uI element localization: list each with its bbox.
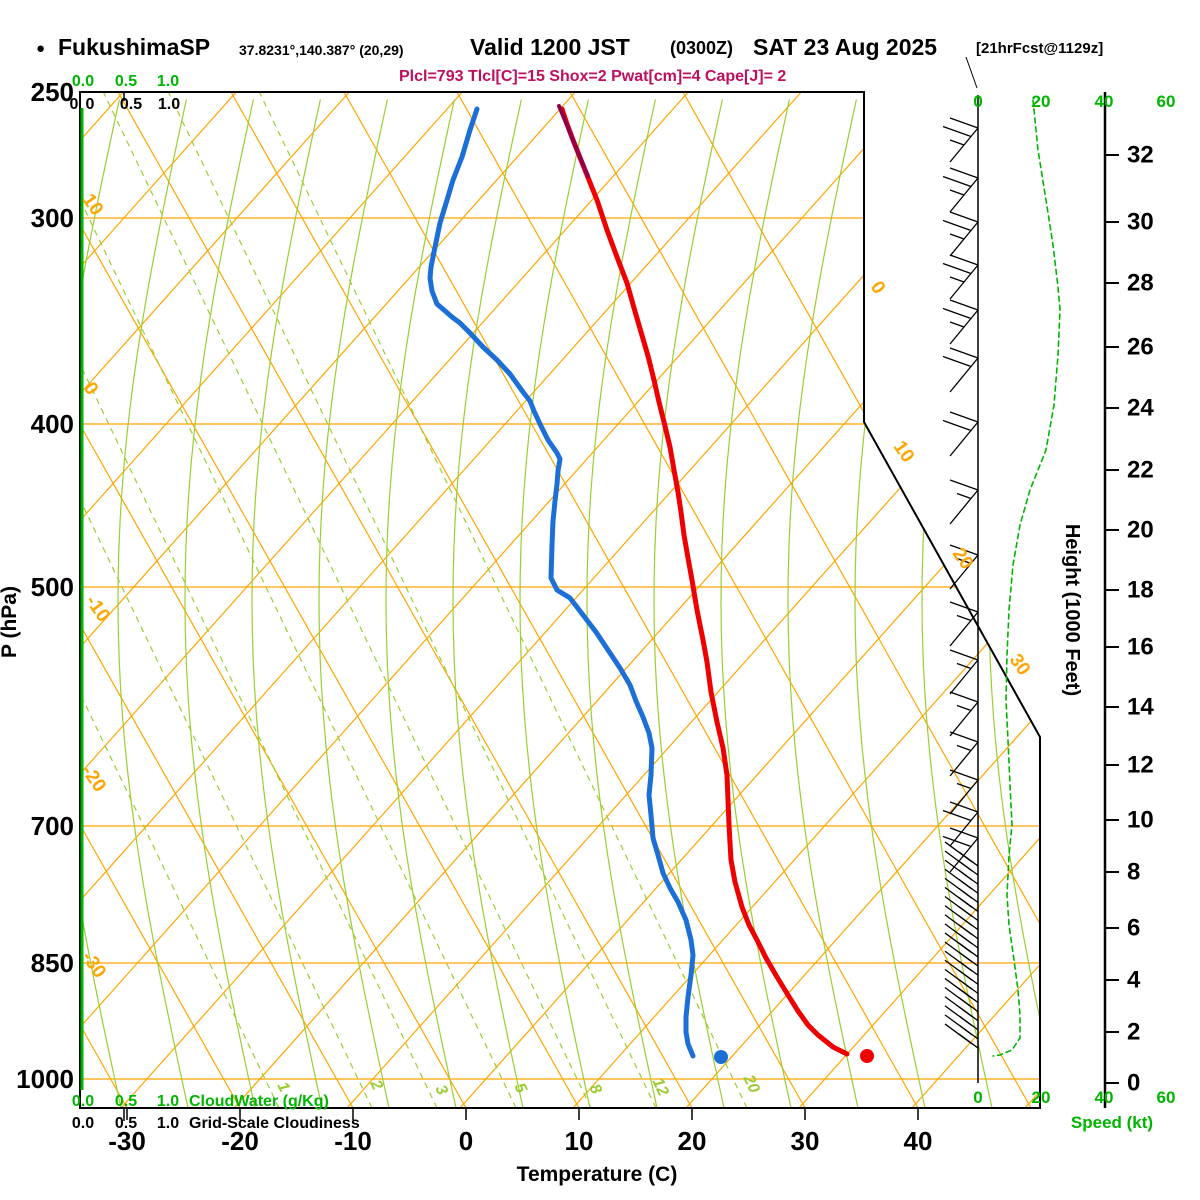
svg-text:6: 6: [1127, 915, 1140, 942]
svg-text:20: 20: [678, 1126, 707, 1156]
svg-text:0: 0: [973, 1088, 982, 1107]
svg-text:32: 32: [1127, 142, 1154, 169]
valid-z-label: (0300Z): [670, 38, 734, 58]
svg-text:30: 30: [1005, 650, 1034, 679]
cloud-scales: 0.0 0.0 0.0 0.5 0.5 0.5 1.0 1.0 1.0 0 0 0.5 1.0 Cloud…: [70, 73, 360, 1132]
svg-text:10: 10: [565, 1126, 594, 1156]
forecast-tag: [21hrFcst@1129z]: [976, 40, 1104, 57]
svg-text:0.5: 0.5: [115, 1093, 137, 1110]
svg-text:CloudWater (g/Kg): CloudWater (g/Kg): [189, 1093, 329, 1110]
mixing-ratio-lines: [80, 92, 748, 1108]
svg-text:26: 26: [1127, 334, 1154, 361]
svg-text:0.0: 0.0: [72, 1115, 94, 1132]
svg-text:4: 4: [1127, 967, 1141, 994]
svg-text:24: 24: [1127, 395, 1154, 422]
svg-text:0: 0: [70, 96, 79, 113]
svg-text:40: 40: [1095, 1088, 1114, 1107]
svg-text:0.5: 0.5: [115, 1115, 137, 1132]
plot-border: [79, 91, 1041, 1109]
svg-text:700: 700: [31, 811, 74, 841]
temperature-axis: -30 -20 -10 0 10 20 30 40 Temperature (C): [108, 1108, 932, 1186]
stability-params: Plcl=793 Tlcl[C]=15 Shox=2 Pwat[cm]=4 Ca…: [399, 68, 787, 85]
pressure-axis: 250 300 400 500 700 850 1000 P (hPa): [0, 77, 74, 1094]
dewpoint-curve: [427, 106, 696, 1059]
svg-text:850: 850: [31, 948, 74, 978]
wind-speed-profile-curve: [992, 99, 1061, 1057]
svg-text:10: 10: [1127, 807, 1154, 834]
svg-text:20: 20: [948, 544, 977, 573]
moist-adiabat-lines: [80, 99, 1040, 1108]
svg-text:18: 18: [1127, 577, 1154, 604]
svg-text:30: 30: [1127, 209, 1154, 236]
valid-date-label: SAT 23 Aug 2025: [753, 34, 938, 60]
svg-text:-20: -20: [221, 1126, 259, 1156]
surface-temp-dot: [860, 1049, 874, 1063]
svg-text:-10: -10: [334, 1126, 372, 1156]
svg-text:8: 8: [585, 1081, 604, 1096]
svg-text:Height (1000 Feet): Height (1000 Feet): [1061, 524, 1083, 696]
svg-text:0: 0: [1127, 1070, 1140, 1097]
svg-text:16: 16: [1127, 634, 1154, 661]
svg-text:P (hPa): P (hPa): [0, 586, 21, 658]
svg-text:1.0: 1.0: [157, 1093, 179, 1110]
svg-text:22: 22: [1127, 457, 1154, 484]
station-coords: 37.8231°,140.387° (20,29): [239, 42, 404, 58]
svg-text:0: 0: [973, 92, 982, 111]
svg-text:0: 0: [459, 1126, 473, 1156]
svg-text:60: 60: [1157, 1088, 1176, 1107]
grid-lines: [80, 92, 1040, 1108]
svg-text:300: 300: [31, 203, 74, 233]
svg-text:0.0: 0.0: [72, 73, 94, 90]
svg-text:-30: -30: [108, 1126, 146, 1156]
parcel-curve: [557, 104, 590, 178]
svg-text:0.5: 0.5: [120, 96, 142, 113]
svg-text:28: 28: [1127, 270, 1154, 297]
svg-text:8: 8: [1127, 859, 1140, 886]
surface-dew-dot: [714, 1050, 728, 1064]
isotherm-lines: [80, 92, 1040, 1108]
svg-text:-10: -10: [81, 592, 114, 627]
svg-text:20: 20: [1032, 1088, 1051, 1107]
svg-text:Speed (kt): Speed (kt): [1071, 1113, 1153, 1132]
svg-text:40: 40: [1095, 92, 1114, 111]
svg-text:0: 0: [86, 96, 95, 113]
mixing-ratio-labels: 1 2 3 5 8 12 20: [273, 1072, 762, 1099]
svg-text:1.0: 1.0: [157, 73, 179, 90]
svg-text:0.0: 0.0: [72, 1093, 94, 1110]
svg-text:250: 250: [31, 77, 74, 107]
svg-text:30: 30: [791, 1126, 820, 1156]
svg-text:2: 2: [1127, 1019, 1140, 1046]
station-name: FukushimaSP: [58, 34, 211, 60]
wind-barbs: [942, 56, 979, 1083]
svg-text:3: 3: [431, 1082, 450, 1097]
svg-text:20: 20: [1127, 517, 1154, 544]
svg-text:1.0: 1.0: [157, 1115, 179, 1132]
svg-text:0.5: 0.5: [115, 73, 137, 90]
svg-text:14: 14: [1127, 694, 1154, 721]
isobar-lines: [80, 217, 1040, 1080]
svg-text:60: 60: [1157, 92, 1176, 111]
svg-text:10: 10: [889, 437, 918, 466]
valid-time-label: Valid 1200 JST: [470, 34, 630, 60]
temperature-curve: [559, 106, 850, 1057]
svg-text:12: 12: [1127, 752, 1154, 779]
svg-text:400: 400: [31, 409, 74, 439]
svg-text:1000: 1000: [16, 1064, 74, 1094]
svg-text:40: 40: [904, 1126, 933, 1156]
svg-text:Temperature (C): Temperature (C): [517, 1163, 678, 1186]
svg-text:Grid-Scale Cloudiness: Grid-Scale Cloudiness: [189, 1115, 360, 1132]
svg-text:20: 20: [739, 1072, 762, 1096]
svg-text:0: 0: [866, 277, 889, 298]
svg-text:12: 12: [649, 1075, 672, 1098]
svg-text:20: 20: [1032, 92, 1051, 111]
svg-text:500: 500: [31, 572, 74, 602]
station-bullet-icon: ●: [36, 40, 46, 57]
svg-text:1.0: 1.0: [158, 96, 180, 113]
dry-adiabat-lines: [80, 92, 1040, 1108]
